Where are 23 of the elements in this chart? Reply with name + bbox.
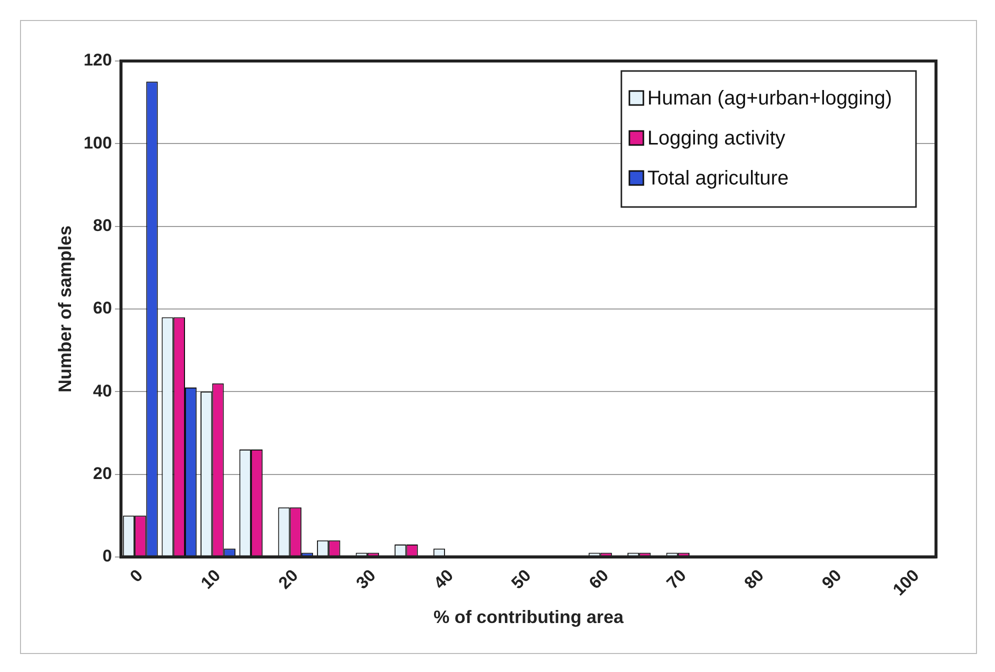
x-tick-label: 60 bbox=[585, 566, 612, 593]
x-tick-label: 90 bbox=[818, 566, 846, 593]
x-tick-label: 10 bbox=[197, 566, 224, 593]
x-tick-label: 20 bbox=[274, 566, 302, 593]
x-tick-label: 80 bbox=[740, 566, 768, 593]
x-tick-label: 0 bbox=[126, 566, 147, 586]
legend-label: Total agriculture bbox=[647, 168, 789, 190]
x-tick-label: 70 bbox=[663, 566, 690, 593]
y-tick-label: 80 bbox=[93, 216, 112, 235]
y-tick-label: 40 bbox=[93, 381, 112, 400]
y-tick-label: 100 bbox=[84, 133, 112, 152]
y-tick-label: 0 bbox=[102, 546, 112, 566]
x-tick-label: 100 bbox=[889, 566, 923, 600]
y-axis-title: Number of samples bbox=[54, 225, 75, 392]
y-tick-label: 120 bbox=[84, 50, 112, 70]
y-tick-label: 60 bbox=[93, 298, 112, 318]
legend-label: Human (ag+urban+logging) bbox=[647, 88, 892, 110]
legend-label: Logging activity bbox=[647, 128, 786, 150]
x-tick-label: 50 bbox=[508, 566, 535, 593]
x-axis-title: % of contributing area bbox=[433, 607, 624, 628]
x-tick-label: 40 bbox=[430, 566, 457, 593]
y-tick-label: 20 bbox=[93, 464, 112, 483]
x-tick-label: 30 bbox=[352, 566, 380, 593]
